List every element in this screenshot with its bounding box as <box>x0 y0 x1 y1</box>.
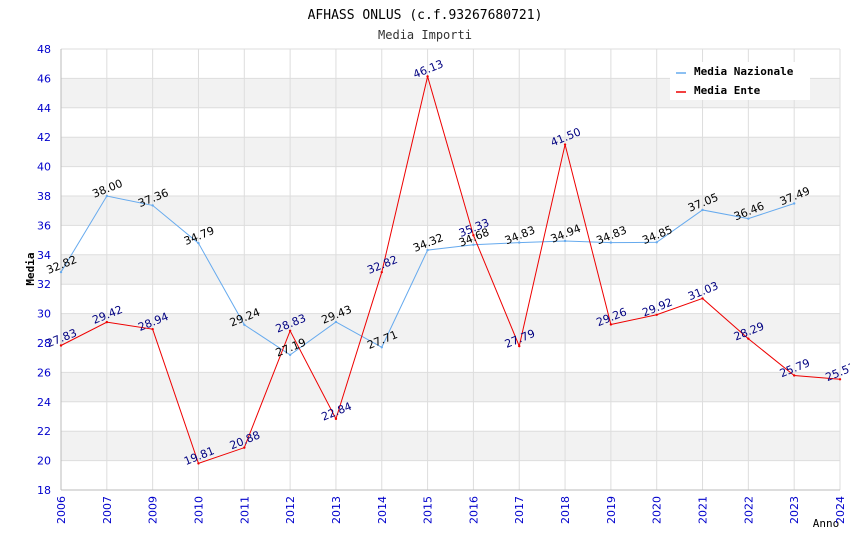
data-point-media-nazionale <box>288 353 292 357</box>
legend-label-media-ente: Media Ente <box>694 84 761 97</box>
x-tick-label: 2016 <box>467 496 480 524</box>
data-label-media-nazionale: 34.83 <box>503 223 537 247</box>
legend: Media Nazionale Media Ente <box>670 62 810 100</box>
y-tick-label: 26 <box>37 366 51 379</box>
data-point-media-ente <box>334 417 338 421</box>
background-bands <box>61 78 840 461</box>
y-tick-label: 46 <box>37 72 51 85</box>
data-point-media-nazionale <box>747 217 750 220</box>
data-label-media-ente: 22.84 <box>320 400 354 424</box>
band <box>61 372 840 402</box>
data-point-media-ente <box>426 75 429 78</box>
data-point-media-nazionale <box>518 241 521 244</box>
x-axis-label: Anno <box>813 517 840 530</box>
data-point-media-ente <box>655 313 658 316</box>
x-tick-label: 2017 <box>513 496 526 524</box>
y-tick-label: 18 <box>37 484 51 497</box>
x-tick-label: 2014 <box>376 496 389 524</box>
x-tick-label: 2021 <box>697 496 710 524</box>
y-axis-label: Media <box>24 252 37 285</box>
data-point-media-nazionale <box>380 346 383 349</box>
data-point-media-nazionale <box>105 194 109 198</box>
y-tick-label: 44 <box>37 102 51 115</box>
x-tick-label: 2020 <box>651 496 664 524</box>
y-tick-label: 32 <box>37 278 51 291</box>
legend-box <box>670 62 810 100</box>
data-point-media-nazionale <box>197 241 200 245</box>
series-line-media-ente <box>60 74 841 465</box>
y-tick-label: 24 <box>37 396 51 409</box>
band <box>61 196 840 226</box>
x-tick-label: 2010 <box>192 496 205 524</box>
data-point-media-nazionale <box>701 208 704 212</box>
x-tick-labels: 2006 2007 2009 2010 2011 2012 2013 2014 2015 2016… <box>55 496 847 524</box>
x-tick-label: 2009 <box>147 496 160 524</box>
data-point-media-ente <box>105 320 109 324</box>
x-tick-label: 2018 <box>559 496 572 524</box>
band <box>61 431 840 461</box>
data-point-media-ente <box>472 234 475 237</box>
data-point-media-ente <box>197 462 200 465</box>
data-point-media-nazionale <box>563 239 567 243</box>
x-tick-label: 2023 <box>788 496 801 524</box>
data-point-media-nazionale <box>655 241 658 244</box>
chart-subtitle: Media Importi <box>378 28 472 42</box>
x-tick-label: 2012 <box>284 496 297 524</box>
chart-title: AFHASS ONLUS (c.f.93267680721) <box>308 8 543 23</box>
data-label-media-ente: 25.53 <box>824 360 850 384</box>
data-point-media-nazionale <box>426 248 429 252</box>
band <box>61 254 840 285</box>
band <box>61 313 840 343</box>
y-tick-label: 42 <box>37 131 51 144</box>
y-tick-label: 40 <box>37 161 51 174</box>
y-tick-label: 34 <box>37 249 51 262</box>
y-tick-label: 28 <box>37 337 51 350</box>
x-tick-label: 2024 <box>834 496 847 524</box>
data-point-media-ente <box>518 344 521 348</box>
y-tick-label: 22 <box>37 425 51 438</box>
data-point-media-ente <box>288 329 292 332</box>
data-point-media-ente <box>59 344 63 347</box>
x-tick-label: 2006 <box>55 496 68 524</box>
data-point-media-nazionale <box>59 270 63 274</box>
y-tick-label: 48 <box>37 43 51 56</box>
data-point-media-nazionale <box>243 323 246 326</box>
x-tick-label: 2019 <box>605 496 618 524</box>
data-point-media-ente <box>701 297 704 300</box>
data-point-media-ente <box>792 374 796 377</box>
data-point-media-nazionale <box>792 202 796 205</box>
data-point-media-ente <box>243 446 246 449</box>
data-point-media-nazionale <box>334 320 338 324</box>
y-tick-label: 30 <box>37 308 51 321</box>
y-tick-labels: 18 20 22 24 26 28 30 32 34 36 38 40 42 44 46 48 <box>37 43 51 497</box>
data-label-media-nazionale: 34.83 <box>595 223 629 247</box>
data-label-media-nazionale: 34.32 <box>411 231 445 255</box>
data-point-media-nazionale <box>609 241 613 244</box>
x-tick-label: 2011 <box>238 496 251 524</box>
axes <box>60 49 840 491</box>
x-tick-label: 2022 <box>742 496 755 524</box>
data-point-media-ente <box>609 323 613 326</box>
data-point-media-ente <box>563 143 567 146</box>
data-point-media-nazionale <box>472 243 475 247</box>
y-tick-label: 36 <box>37 219 51 232</box>
x-tick-label: 2015 <box>422 496 435 524</box>
data-point-media-ente <box>380 270 383 274</box>
x-tick-label: 2007 <box>101 496 114 524</box>
series-lines <box>59 74 842 465</box>
x-tick-label: 2013 <box>330 496 343 524</box>
data-point-media-nazionale <box>151 204 154 207</box>
data-label-media-nazionale: 34.85 <box>640 223 674 247</box>
y-tick-label: 20 <box>37 455 51 468</box>
band <box>61 137 840 167</box>
y-tick-label: 38 <box>37 190 51 203</box>
legend-label-media-nazionale: Media Nazionale <box>694 65 794 78</box>
data-point-media-ente <box>747 337 750 340</box>
data-point-media-ente <box>838 378 842 381</box>
data-point-media-ente <box>151 327 154 331</box>
